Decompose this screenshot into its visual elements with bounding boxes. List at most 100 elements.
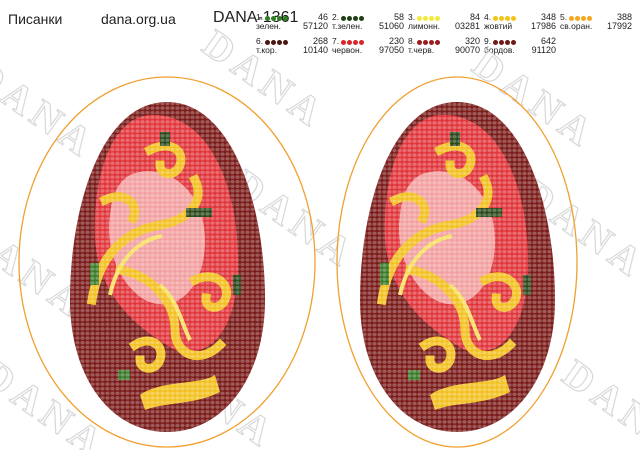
legend-name: т.черв. bbox=[408, 45, 435, 55]
legend-item: 3. 84 лимонн. 03281 bbox=[408, 12, 484, 32]
cut-outline-right bbox=[336, 76, 578, 448]
legend-item: 6. 268 т.кор. 10140 bbox=[256, 36, 332, 56]
legend-num: 7. bbox=[332, 36, 340, 46]
legend-code: 17992 bbox=[606, 21, 632, 31]
bead-dot bbox=[359, 40, 364, 45]
legend-num: 4. bbox=[484, 12, 492, 22]
legend-item: 2. 58 т.зелен. 51060 bbox=[332, 12, 408, 32]
bead-egg-left bbox=[18, 76, 316, 448]
legend-count: 230 bbox=[388, 36, 404, 46]
bead-dot bbox=[341, 40, 346, 45]
bead-swatch-icon bbox=[265, 13, 289, 23]
legend-count: 46 bbox=[317, 12, 328, 22]
legend-name: червон. bbox=[332, 45, 363, 55]
legend-name: жовтий bbox=[484, 21, 513, 31]
watermark-text: DANA bbox=[0, 51, 105, 168]
bead-dot bbox=[435, 16, 440, 21]
bead-dot bbox=[423, 16, 428, 21]
bead-dot bbox=[423, 40, 428, 45]
legend-code: 51060 bbox=[378, 21, 404, 31]
legend-name: зелен. bbox=[256, 21, 281, 31]
bead-swatch-icon bbox=[341, 13, 365, 23]
site-url: dana.org.ua bbox=[101, 11, 176, 27]
bead-dot bbox=[493, 40, 498, 45]
bead-dot bbox=[511, 40, 516, 45]
legend-code: 90070 bbox=[454, 45, 480, 55]
legend-num: 2. bbox=[332, 12, 340, 22]
watermark-text: DANA bbox=[555, 351, 640, 450]
legend-code: 03281 bbox=[454, 21, 480, 31]
bead-dot bbox=[499, 16, 504, 21]
legend-name: св.оран. bbox=[560, 21, 593, 31]
color-legend: 1. 46 зелен. 57120 2. 58 т.зелен. 51060 … bbox=[256, 12, 638, 56]
bead-dot bbox=[347, 16, 352, 21]
bead-swatch-icon bbox=[493, 13, 517, 23]
legend-count: 320 bbox=[464, 36, 480, 46]
legend-item: 9. 642 бордов. 91120 bbox=[484, 36, 560, 56]
legend-count: 388 bbox=[616, 12, 632, 22]
bead-dot bbox=[353, 16, 358, 21]
legend-name: т.кор. bbox=[256, 45, 277, 55]
watermark-text: DANA bbox=[195, 21, 335, 138]
bead-dot bbox=[353, 40, 358, 45]
legend-count: 348 bbox=[540, 12, 556, 22]
bead-dot bbox=[283, 40, 288, 45]
bead-swatch-icon bbox=[341, 37, 365, 47]
bead-dot bbox=[499, 40, 504, 45]
bead-dot bbox=[417, 40, 422, 45]
bead-dot bbox=[359, 16, 364, 21]
bead-dot bbox=[569, 16, 574, 21]
bead-dot bbox=[581, 16, 586, 21]
bead-dot bbox=[271, 40, 276, 45]
bead-swatch-icon bbox=[493, 37, 517, 47]
bead-dot bbox=[505, 40, 510, 45]
legend-code: 10140 bbox=[302, 45, 328, 55]
bead-texture bbox=[70, 102, 265, 432]
bead-dot bbox=[265, 16, 270, 21]
pattern-code: DANA-1361 bbox=[213, 9, 299, 26]
legend-code: 91120 bbox=[531, 45, 556, 55]
bead-swatch-icon bbox=[417, 13, 441, 23]
bead-dot bbox=[347, 40, 352, 45]
bead-dot bbox=[429, 16, 434, 21]
legend-item: 7. 230 червон. 97050 bbox=[332, 36, 408, 56]
page-title: Писанки bbox=[8, 11, 63, 27]
legend-code: 17986 bbox=[530, 21, 556, 31]
bead-swatch-icon bbox=[417, 37, 441, 47]
legend-name: т.зелен. bbox=[332, 21, 363, 31]
bead-swatch-icon bbox=[265, 37, 289, 47]
legend-count: 268 bbox=[312, 36, 328, 46]
legend-count: 642 bbox=[540, 36, 556, 46]
legend-num: 5. bbox=[560, 12, 568, 22]
legend-count: 58 bbox=[393, 12, 404, 22]
bead-dot bbox=[575, 16, 580, 21]
bead-dot bbox=[265, 40, 270, 45]
cut-outline-left bbox=[18, 76, 316, 448]
bead-dot bbox=[505, 16, 510, 21]
legend-name: лимонн. bbox=[408, 21, 441, 31]
bead-dot bbox=[493, 16, 498, 21]
bead-dot bbox=[435, 40, 440, 45]
legend-num: 8. bbox=[408, 36, 416, 46]
bead-dot bbox=[511, 16, 516, 21]
bead-swatch-icon bbox=[569, 13, 593, 23]
legend-item: 1. 46 зелен. 57120 bbox=[256, 12, 332, 32]
bead-dot bbox=[277, 16, 282, 21]
legend-code: 97050 bbox=[378, 45, 404, 55]
bead-texture bbox=[360, 102, 555, 432]
bead-dot bbox=[429, 40, 434, 45]
bead-dot bbox=[271, 16, 276, 21]
bead-dot bbox=[283, 16, 288, 21]
legend-count: 84 bbox=[469, 12, 480, 22]
bead-egg-right bbox=[336, 76, 578, 448]
legend-item: 4. 348 жовтий 17986 bbox=[484, 12, 560, 32]
bead-dot bbox=[417, 16, 422, 21]
legend-item: 8. 320 т.черв. 90070 bbox=[408, 36, 484, 56]
legend-num: 3. bbox=[408, 12, 416, 22]
legend-num: 9. bbox=[484, 36, 492, 46]
legend-code: 57120 bbox=[302, 21, 328, 31]
bead-dot bbox=[587, 16, 592, 21]
legend-name: бордов. bbox=[484, 45, 515, 55]
bead-dot bbox=[341, 16, 346, 21]
